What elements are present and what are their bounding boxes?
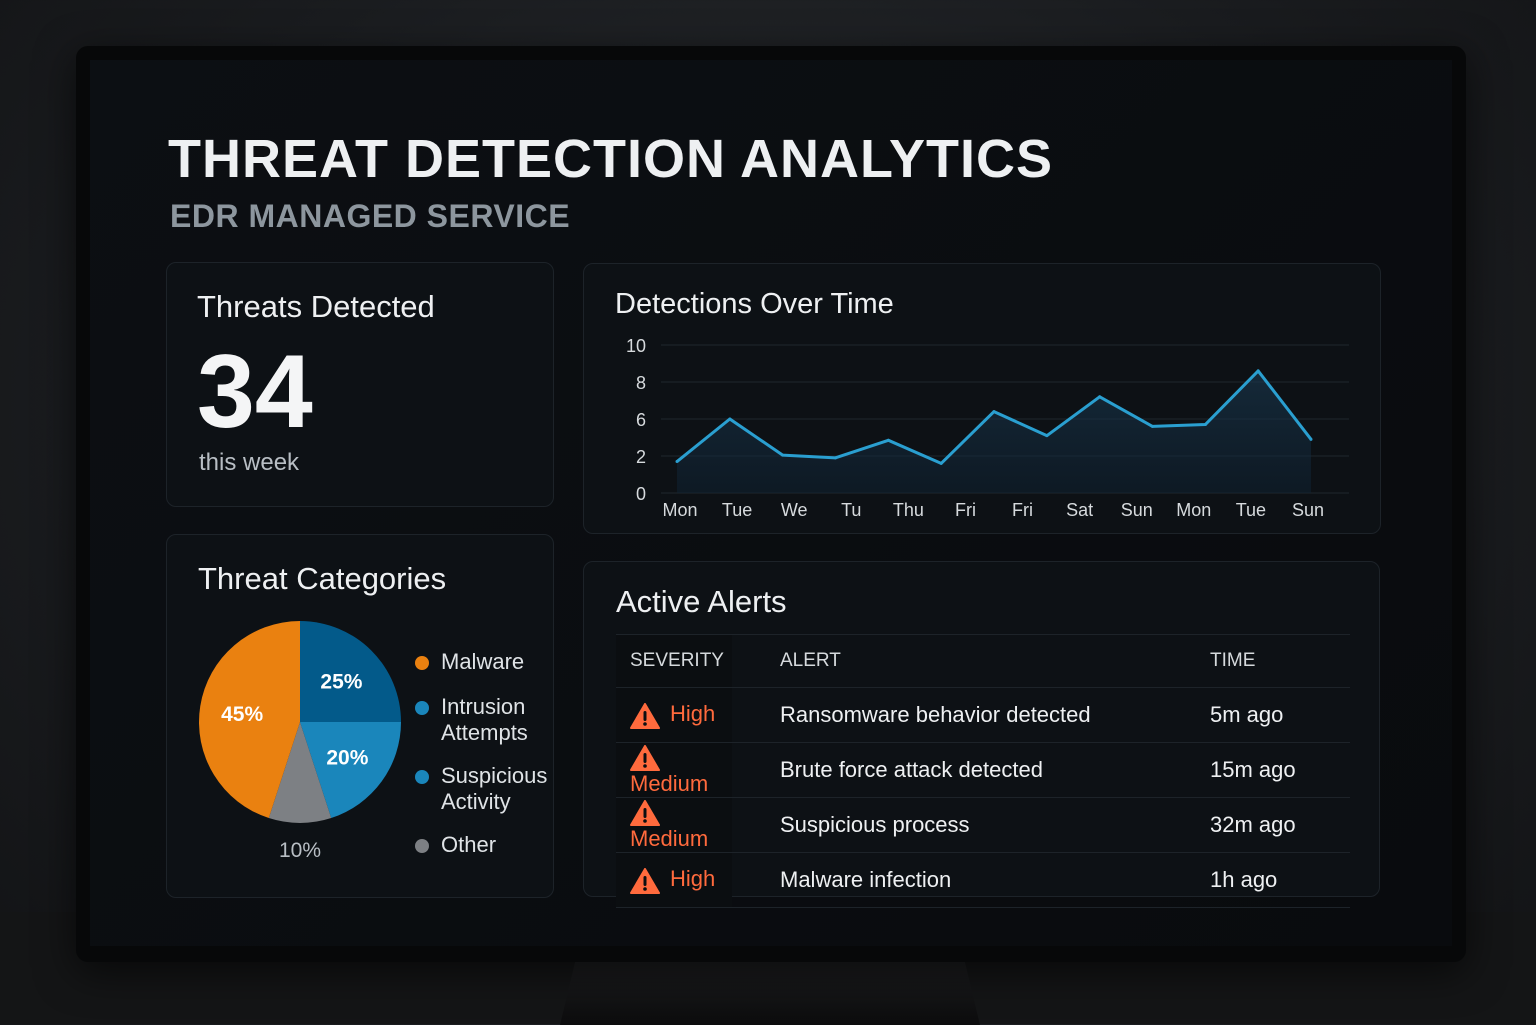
legend-dot (415, 656, 429, 670)
y-tick-label: 10 (626, 336, 646, 356)
x-tick-label: Tue (722, 500, 752, 520)
x-tick-label: We (781, 500, 808, 520)
x-tick-label: Sun (1292, 500, 1324, 520)
pie-label: 25% (320, 671, 362, 694)
severity-cell: High (616, 687, 732, 743)
alert-cell: Brute force attack detected (732, 742, 1210, 798)
threat-count: 34 (197, 334, 313, 450)
x-tick-label: Mon (1176, 500, 1211, 520)
data-point (1309, 437, 1313, 441)
severity-label: Medium (630, 825, 709, 851)
legend-label: Malware (441, 649, 525, 674)
legend-dot (415, 770, 429, 784)
pie-label: 20% (326, 746, 368, 769)
alerts-table: SEVERITY ALERT TIME High Ransomware beha… (616, 634, 1350, 908)
warning-triangle-icon (630, 799, 660, 826)
x-tick-label: Thu (893, 500, 924, 520)
page-title: THREAT DETECTION ANALYTICS (168, 129, 1054, 189)
column-alert: ALERT (732, 634, 1210, 688)
active-alerts-card: Active Alerts SEVERITY ALERT TIME High R… (583, 561, 1380, 908)
data-point (1045, 434, 1049, 438)
alert-cell: Ransomware behavior detected (732, 687, 1210, 743)
y-tick-label: 8 (636, 373, 646, 393)
data-point (834, 456, 837, 460)
x-tick-label: Tue (1236, 500, 1266, 520)
y-tick-label: 2 (636, 447, 646, 467)
table-row[interactable]: High Malware infection 1h ago (616, 852, 1350, 908)
warning-triangle-icon (630, 702, 660, 729)
x-tick-label: Sun (1121, 500, 1153, 520)
legend-item-other: Other (415, 832, 496, 858)
severity-cell: High (616, 852, 732, 908)
legend-item-malware: Malware (415, 649, 524, 675)
x-tick-label: Tu (841, 500, 861, 520)
column-severity: SEVERITY (616, 634, 732, 688)
threat-period: this week (199, 449, 300, 476)
severity-cell: Medium (616, 742, 732, 798)
data-point (1256, 369, 1260, 373)
legend-label: Suspicious Activity (441, 763, 548, 814)
threats-detected-card: Threats Detected 34 this week (166, 262, 554, 507)
data-point (886, 438, 890, 442)
warning-triangle-icon (630, 867, 660, 894)
detections-over-time-card: Detections Over Time 0 2 6 8 10 Mon Tue We Tu Thu… (583, 263, 1381, 534)
page-subtitle: EDR MANAGED SERVICE (170, 198, 571, 234)
dashboard-screen: THREAT DETECTION ANALYTICS EDR MANAGED S… (90, 60, 1452, 946)
y-tick-label: 6 (636, 410, 646, 430)
x-tick-label: Sat (1066, 500, 1093, 520)
data-point (939, 461, 943, 465)
data-point (1203, 423, 1207, 427)
pie-label: 10% (279, 839, 321, 862)
pie-slice-intrusion-attempts (300, 621, 401, 722)
data-point (781, 453, 785, 457)
pie-slice-malware (199, 621, 300, 819)
pie-label: 45% (221, 703, 263, 726)
table-header: SEVERITY ALERT TIME (616, 634, 1350, 688)
data-point (992, 410, 996, 414)
card-title: Detections Over Time (615, 288, 894, 320)
line-chart: 0 2 6 8 10 Mon Tue We Tu Thu Fri Fri Sat Sun Mon Tue Sun (626, 336, 1349, 520)
column-time: TIME (1210, 634, 1350, 688)
area-fill (677, 370, 1311, 493)
table-row[interactable]: High Ransomware behavior detected 5m ago (616, 687, 1350, 743)
severity-label: High (670, 701, 716, 727)
y-tick-label: 0 (636, 484, 646, 504)
data-point (675, 460, 679, 464)
table-row[interactable]: Medium Suspicious process 32m ago (616, 797, 1350, 853)
time-cell: 15m ago (1210, 742, 1350, 798)
data-point (1151, 424, 1154, 428)
pie-slice-other (268, 722, 332, 823)
legend-dot (415, 701, 429, 715)
legend-label: Other (441, 832, 497, 857)
severity-label: Medium (630, 770, 709, 796)
x-tick-label: Fri (1012, 500, 1033, 520)
monitor-stand (560, 955, 980, 1025)
threat-categories-card: Threat Categories 25% 20% 10% 45% Malware I… (166, 534, 554, 898)
alert-cell: Suspicious process (732, 797, 1210, 853)
card-title: Threats Detected (197, 289, 435, 324)
alert-cell: Malware infection (732, 852, 1210, 908)
table-row[interactable]: Medium Brute force attack detected 15m a… (616, 742, 1350, 798)
legend-label: Intrusion Attempts (441, 694, 528, 745)
card-title: Threat Categories (198, 561, 447, 596)
severity-label: High (670, 866, 716, 892)
legend-dot (415, 839, 429, 853)
time-cell: 1h ago (1210, 852, 1350, 908)
x-tick-label: Mon (662, 500, 697, 520)
legend-item-intrusion: Intrusion Attempts (415, 694, 545, 746)
time-cell: 32m ago (1210, 797, 1350, 853)
pie-slice-suspicious-activity (300, 722, 401, 819)
card-title: Active Alerts (616, 584, 787, 619)
severity-cell: Medium (616, 797, 732, 853)
x-tick-label: Fri (955, 500, 976, 520)
data-point (728, 417, 732, 421)
warning-triangle-icon (630, 744, 660, 771)
legend-item-suspicious: Suspicious Activity (415, 763, 555, 815)
pie-chart: 25% 20% 10% 45% (199, 621, 401, 862)
data-point (1098, 395, 1102, 399)
time-cell: 5m ago (1210, 687, 1350, 743)
